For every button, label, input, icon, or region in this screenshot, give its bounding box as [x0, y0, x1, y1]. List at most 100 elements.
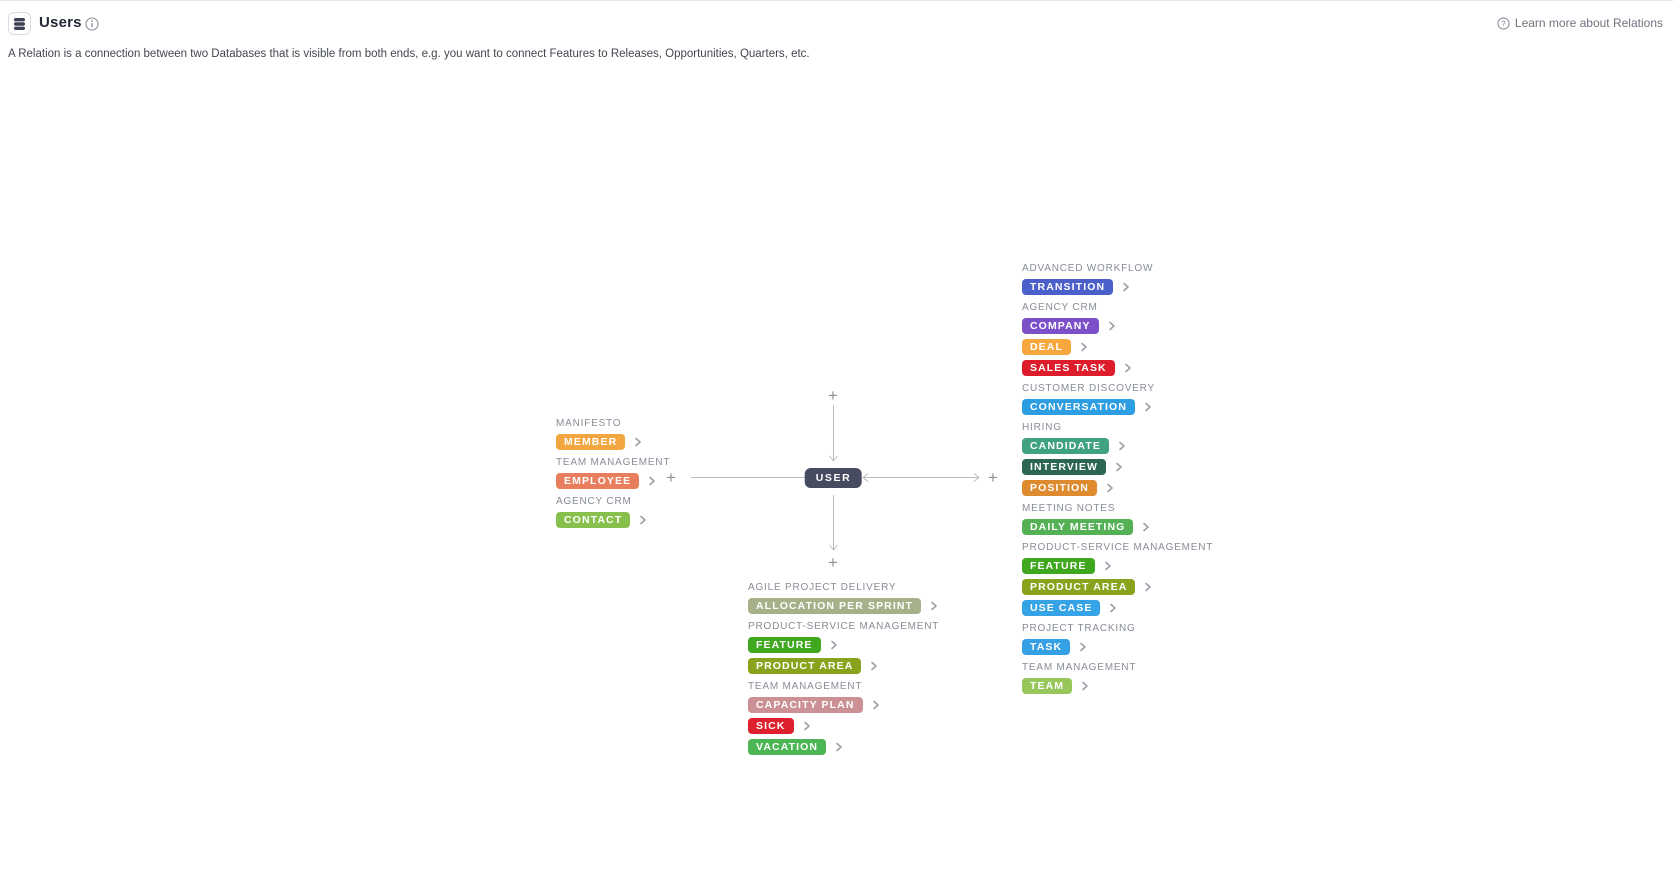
chevron-right-icon[interactable]	[1122, 282, 1130, 292]
relation-badge-row: MEMBER	[556, 434, 670, 450]
category-label: PRODUCT-SERVICE MANAGEMENT	[1022, 542, 1214, 553]
relation-group: AGILE PROJECT DELIVERY ALLOCATION PER SPR…	[748, 582, 939, 614]
chevron-right-icon[interactable]	[1104, 561, 1112, 571]
database-badge-daily-meeting[interactable]: DAILY MEETING	[1022, 519, 1134, 535]
chevron-right-icon[interactable]	[872, 700, 880, 710]
relation-group: TEAM MANAGEMENT EMPLOYEE	[556, 457, 670, 489]
chevron-right-icon[interactable]	[1080, 342, 1088, 352]
relation-badge-row: SICK	[748, 718, 939, 734]
relation-badge-row: VACATION	[748, 739, 939, 755]
relation-badge-row: FEATURE	[1022, 558, 1213, 574]
relation-badge-row: USE CASE	[1022, 600, 1213, 616]
learn-more-link[interactable]: ? Learn more about Relations	[1497, 16, 1663, 30]
database-badge-position[interactable]: POSITION	[1022, 480, 1097, 496]
relation-badge-row: TRANSITION	[1022, 279, 1213, 295]
database-badge-feature[interactable]: FEATURE	[1022, 558, 1095, 574]
database-badge-sales-task[interactable]: SALES TASK	[1022, 360, 1115, 376]
page-description: A Relation is a connection between two D…	[8, 48, 810, 60]
database-badge-capacity-plan[interactable]: CAPACITY PLAN	[748, 697, 863, 713]
chevron-right-icon[interactable]	[634, 437, 642, 447]
database-badge-interview[interactable]: INTERVIEW	[1022, 459, 1107, 475]
page-title: Users	[39, 14, 82, 31]
category-label: MEETING NOTES	[1022, 503, 1116, 514]
database-badge-deal[interactable]: DEAL	[1022, 339, 1071, 355]
category-label: CUSTOMER DISCOVERY	[1022, 383, 1155, 394]
category-label: PRODUCT-SERVICE MANAGEMENT	[748, 621, 940, 632]
database-badge-transition[interactable]: TRANSITION	[1022, 279, 1114, 295]
database-badge-team[interactable]: TEAM	[1022, 678, 1073, 694]
database-badge-vacation[interactable]: VACATION	[748, 739, 827, 755]
database-badge-sick[interactable]: SICK	[748, 718, 794, 734]
info-icon[interactable]	[85, 17, 99, 31]
category-label: AGENCY CRM	[1022, 302, 1098, 313]
question-circle-icon: ?	[1497, 16, 1510, 30]
relation-group: AGENCY CRM COMPANY DEAL SALES TASK	[1022, 302, 1213, 376]
database-badge-allocation-per-sprint[interactable]: ALLOCATION PER SPRINT	[748, 598, 922, 614]
relation-badge-row: FEATURE	[748, 637, 939, 653]
relation-group: PRODUCT-SERVICE MANAGEMENT FEATURE PRODUCT…	[1022, 542, 1213, 616]
relation-badge-row: DEAL	[1022, 339, 1213, 355]
database-icon	[13, 17, 26, 31]
database-badge-conversation[interactable]: CONVERSATION	[1022, 399, 1136, 415]
category-label: TEAM MANAGEMENT	[748, 681, 863, 692]
chevron-right-icon[interactable]	[648, 476, 656, 486]
add-relation-plus-right[interactable]: +	[988, 467, 998, 487]
database-badge-product-area[interactable]: PRODUCT AREA	[748, 658, 862, 674]
relation-badge-row: PRODUCT AREA	[748, 658, 939, 674]
database-badge-member[interactable]: MEMBER	[556, 434, 626, 450]
relation-badge-row: CONVERSATION	[1022, 399, 1213, 415]
database-badge-employee[interactable]: EMPLOYEE	[556, 473, 640, 489]
database-badge-candidate[interactable]: CANDIDATE	[1022, 438, 1109, 454]
chevron-right-icon[interactable]	[870, 661, 878, 671]
database-badge-contact[interactable]: CONTACT	[556, 512, 631, 528]
database-icon-button[interactable]	[8, 12, 31, 35]
category-label: HIRING	[1022, 422, 1062, 433]
chevron-right-icon[interactable]	[639, 515, 647, 525]
category-label: TEAM MANAGEMENT	[1022, 662, 1137, 673]
relation-column-right: ADVANCED WORKFLOW TRANSITION AGENCY CRM COM…	[1022, 263, 1213, 701]
chevron-right-icon[interactable]	[1106, 483, 1114, 493]
chevron-right-icon[interactable]	[1118, 441, 1126, 451]
database-badge-product-area[interactable]: PRODUCT AREA	[1022, 579, 1136, 595]
relation-badge-row: PRODUCT AREA	[1022, 579, 1213, 595]
relation-badge-row: TASK	[1022, 639, 1213, 655]
chevron-right-icon[interactable]	[930, 601, 938, 611]
relation-badge-row: ALLOCATION PER SPRINT	[748, 598, 939, 614]
relation-group: MEETING NOTES DAILY MEETING	[1022, 503, 1213, 535]
relation-badge-row: EMPLOYEE	[556, 473, 670, 489]
chevron-right-icon[interactable]	[1115, 462, 1123, 472]
chevron-right-icon[interactable]	[835, 742, 843, 752]
chevron-right-icon[interactable]	[1142, 522, 1150, 532]
relation-group: PROJECT TRACKING TASK	[1022, 623, 1213, 655]
database-badge-use-case[interactable]: USE CASE	[1022, 600, 1101, 616]
chevron-right-icon[interactable]	[1081, 681, 1089, 691]
add-relation-plus-top[interactable]: +	[828, 385, 838, 405]
chevron-right-icon[interactable]	[1079, 642, 1087, 652]
database-badge-feature[interactable]: FEATURE	[748, 637, 821, 653]
database-badge-company[interactable]: COMPANY	[1022, 318, 1099, 334]
relation-group: HIRING CANDIDATE INTERVIEW POSITION	[1022, 422, 1213, 496]
category-label: ADVANCED WORKFLOW	[1022, 263, 1154, 274]
chevron-right-icon[interactable]	[1124, 363, 1132, 373]
category-label: AGENCY CRM	[556, 496, 632, 507]
chevron-right-icon[interactable]	[1144, 582, 1152, 592]
center-database-node[interactable]: USER	[804, 468, 862, 488]
relation-badge-row: CONTACT	[556, 512, 670, 528]
database-badge-task[interactable]: TASK	[1022, 639, 1071, 655]
relation-group: MANIFESTO MEMBER	[556, 418, 670, 450]
relation-badge-row: CAPACITY PLAN	[748, 697, 939, 713]
chevron-right-icon[interactable]	[830, 640, 838, 650]
add-relation-plus-left[interactable]: +	[666, 467, 676, 487]
chevron-right-icon[interactable]	[803, 721, 811, 731]
add-relation-plus-bottom[interactable]: +	[828, 552, 838, 572]
page-header: Users ? Learn more about Relations	[0, 1, 1673, 43]
chevron-right-icon[interactable]	[1144, 402, 1152, 412]
relation-badge-row: SALES TASK	[1022, 360, 1213, 376]
chevron-right-icon[interactable]	[1109, 603, 1117, 613]
chevron-right-icon[interactable]	[1108, 321, 1116, 331]
relation-badge-row: COMPANY	[1022, 318, 1213, 334]
relation-column-left: MANIFESTO MEMBER TEAM MANAGEMENT EMPLOYEE AG…	[556, 418, 670, 535]
category-label: AGILE PROJECT DELIVERY	[748, 582, 897, 593]
relation-group: PRODUCT-SERVICE MANAGEMENT FEATURE PRODUCT…	[748, 621, 939, 674]
